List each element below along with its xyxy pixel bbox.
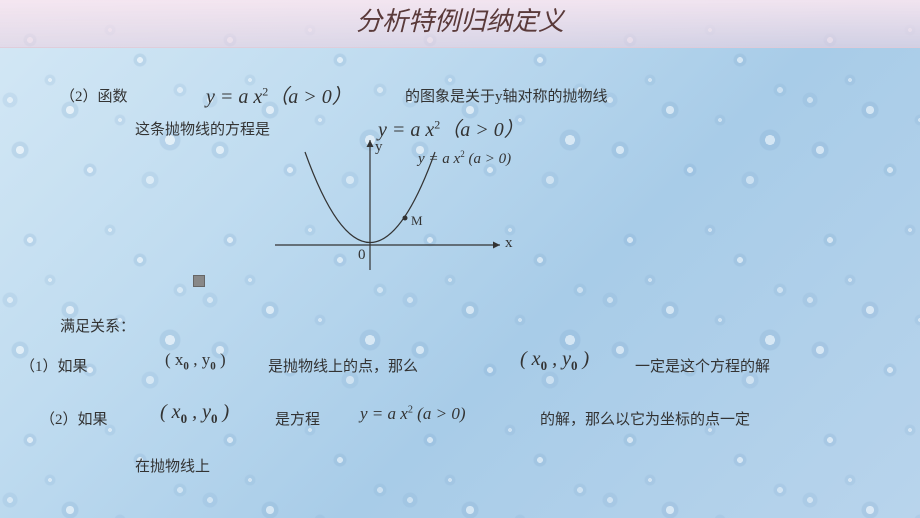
origin-label: 0 <box>358 247 366 264</box>
math-y-ax2-1: y = a x2（a > 0） <box>206 80 352 109</box>
math-x0y0-3: ( x0 , y0 ) <box>160 401 229 427</box>
x-axis-label: x <box>505 235 513 252</box>
text-if-2: （2）如果 <box>40 408 108 429</box>
text-equation-is: 这条抛物线的方程是 <box>135 118 270 139</box>
text-parabola-desc: 的图象是关于y轴对称的抛物线 <box>405 85 608 106</box>
text-must-be-solution: 一定是这个方程的解 <box>635 355 770 376</box>
text-if-1: （1）如果 <box>20 355 88 376</box>
slide-content: （2）函数 y = a x2（a > 0） 的图象是关于y轴对称的抛物线 这条抛… <box>0 0 920 518</box>
text-on-parabola: 在抛物线上 <box>135 455 210 476</box>
text-solution-then-point: 的解，那么以它为坐标的点一定 <box>540 408 750 429</box>
point-m-dot <box>403 216 408 221</box>
point-m-label: M <box>411 213 423 229</box>
presentation-cursor-icon <box>193 275 205 287</box>
parabola-chart: y x 0 M y = a x2 (a > 0) <box>270 135 540 275</box>
chart-equation-label: y = a x2 (a > 0) <box>418 149 511 168</box>
y-axis-label: y <box>375 139 383 156</box>
math-x0y0-1: ( x0 , y0 ) <box>165 350 226 372</box>
text-function-prefix: （2）函数 <box>60 85 128 106</box>
text-satisfies: 满足关系： <box>60 315 135 336</box>
text-is-equation: 是方程 <box>275 408 320 429</box>
text-point-on-curve: 是抛物线上的点，那么 <box>268 355 418 376</box>
math-x0y0-2: ( x0 , y0 ) <box>520 348 589 374</box>
math-y-ax2-3: y = a x2 (a > 0) <box>360 404 465 424</box>
